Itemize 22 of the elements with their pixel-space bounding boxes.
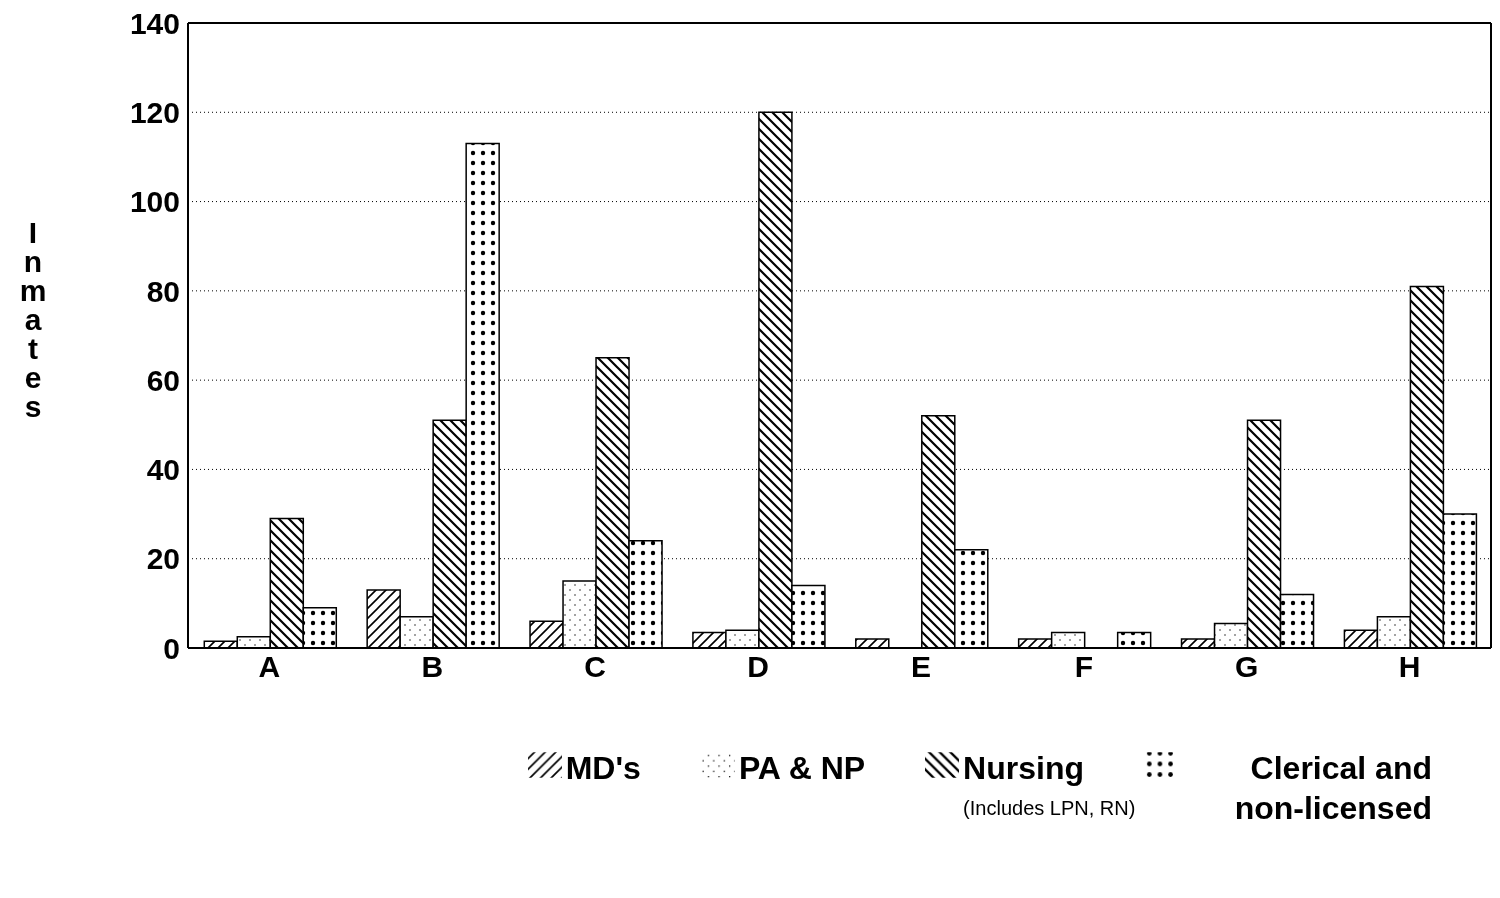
x-tick-label: D xyxy=(747,650,769,684)
y-tick-label: 40 xyxy=(146,453,180,487)
x-tick-label: G xyxy=(1235,650,1259,684)
y-tick-label: 80 xyxy=(146,274,180,308)
y-tick-label: 0 xyxy=(163,631,180,665)
y-tick-label: 20 xyxy=(146,542,180,576)
y-tick-label: 120 xyxy=(129,95,180,129)
text: (Includes LPN, RN) xyxy=(963,796,1136,820)
y-tick-label: 140 xyxy=(129,6,180,40)
y-tick-label: 60 xyxy=(146,363,180,397)
x-tick-label: C xyxy=(584,650,607,684)
legend-label: PA & NP xyxy=(738,749,866,788)
x-tick-label: F xyxy=(1074,650,1093,684)
x-tick-label: E xyxy=(910,650,931,684)
x-tick-label: B xyxy=(421,650,444,684)
legend-label: Nursing xyxy=(963,749,1084,788)
legend-label: Clerical and non-licensed xyxy=(1233,749,1432,828)
legend-label: MD's xyxy=(565,749,641,788)
y-tick-label: 100 xyxy=(129,185,180,219)
y-axis-title: Inmates xyxy=(18,216,48,423)
x-tick-label: H xyxy=(1398,650,1421,684)
x-tick-label: A xyxy=(258,650,281,684)
